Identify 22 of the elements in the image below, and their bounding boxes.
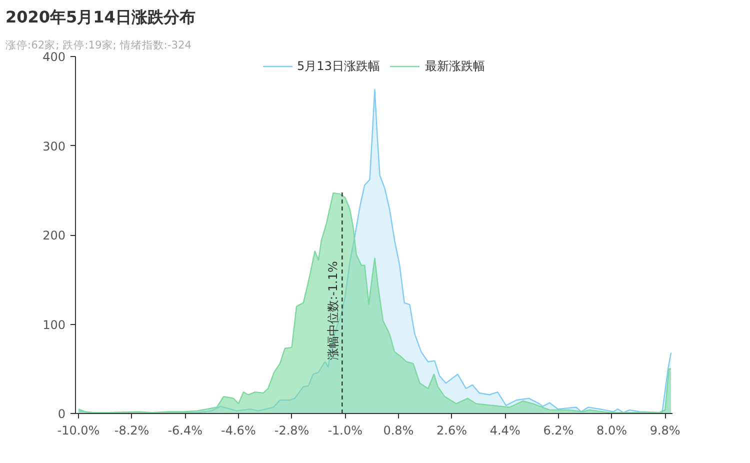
ref-line-label: 涨幅中位数:-1.1% xyxy=(326,261,340,360)
chart-title: 2020年5月14日涨跌分布 xyxy=(6,8,196,26)
x-tick-label: 4.4% xyxy=(490,424,520,438)
y-tick-label: 0 xyxy=(58,407,66,421)
x-tick-label: -2.8% xyxy=(274,424,310,438)
x-tick-label: -6.4% xyxy=(168,424,203,438)
y-tick-label: 300 xyxy=(42,139,66,154)
x-tick-label: 6.2% xyxy=(543,424,574,438)
y-tick-label: 200 xyxy=(42,228,66,242)
x-tick-label: -1.0% xyxy=(328,424,363,438)
x-tick-label: 8.0% xyxy=(596,424,628,438)
legend-label: 5月13日涨跌幅 xyxy=(297,58,380,74)
x-tick-label: 0.8% xyxy=(383,424,414,438)
x-tick-label: -4.6% xyxy=(221,424,256,438)
legend-label: 最新涨跌幅 xyxy=(424,58,485,74)
x-tick-label: -8.2% xyxy=(114,424,150,438)
x-tick-label: 2.6% xyxy=(436,424,468,438)
x-tick-label: 9.8% xyxy=(650,424,680,438)
y-tick-label: 100 xyxy=(42,318,66,332)
y-tick-label: 400 xyxy=(42,50,66,64)
chart-subtitle: 涨停:62家; 跌停:19家; 情绪指数:-324 xyxy=(6,38,192,52)
x-tick-label: -10.0% xyxy=(57,424,100,438)
